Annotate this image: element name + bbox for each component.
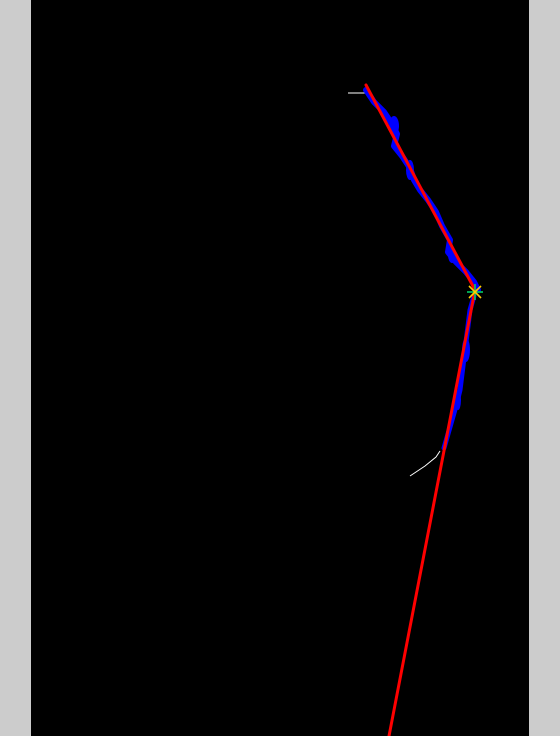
detected-edge xyxy=(363,87,481,451)
vertex-marker-icon xyxy=(467,284,483,300)
image-canvas xyxy=(31,0,529,736)
fitted-line-lower xyxy=(387,288,477,736)
fitted-line-upper xyxy=(364,83,477,292)
candidate-trace-bottom xyxy=(409,450,441,477)
fitted-line xyxy=(364,83,477,736)
